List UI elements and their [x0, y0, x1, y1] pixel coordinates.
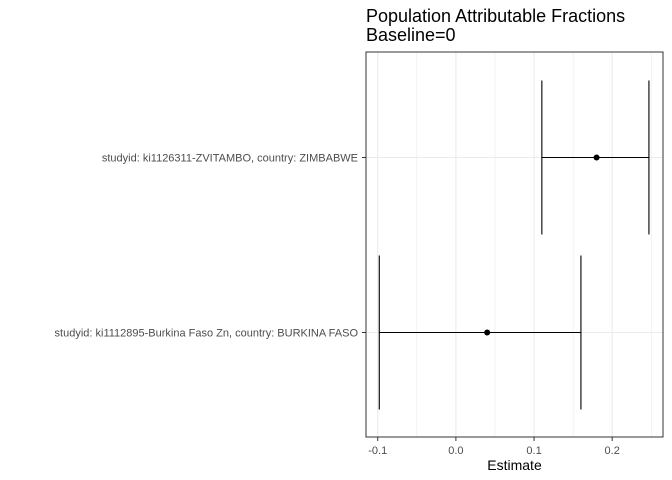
x-tick-label: -0.1 [368, 445, 387, 457]
x-tick-label: 0.1 [526, 445, 541, 457]
chart-title: Population Attributable Fractions [366, 6, 625, 26]
error-bars [378, 80, 650, 410]
grid-lines [366, 52, 663, 437]
chart-subtitle: Baseline=0 [366, 25, 456, 45]
estimate-point [484, 329, 491, 336]
x-tick-label: 0.0 [448, 445, 463, 457]
category-label: studyid: ki1126311-ZVITAMBO, country: ZI… [102, 153, 358, 165]
category-labels: studyid: ki1126311-ZVITAMBO, country: ZI… [55, 153, 366, 340]
estimate-point [593, 154, 600, 161]
category-label: studyid: ki1112895-Burkina Faso Zn, coun… [55, 328, 359, 340]
x-axis-title: Estimate [487, 457, 542, 473]
x-tick-label: 0.2 [605, 445, 620, 457]
panel-border [365, 51, 664, 438]
x-axis: -0.1 0.0 0.1 0.2 [368, 437, 620, 457]
